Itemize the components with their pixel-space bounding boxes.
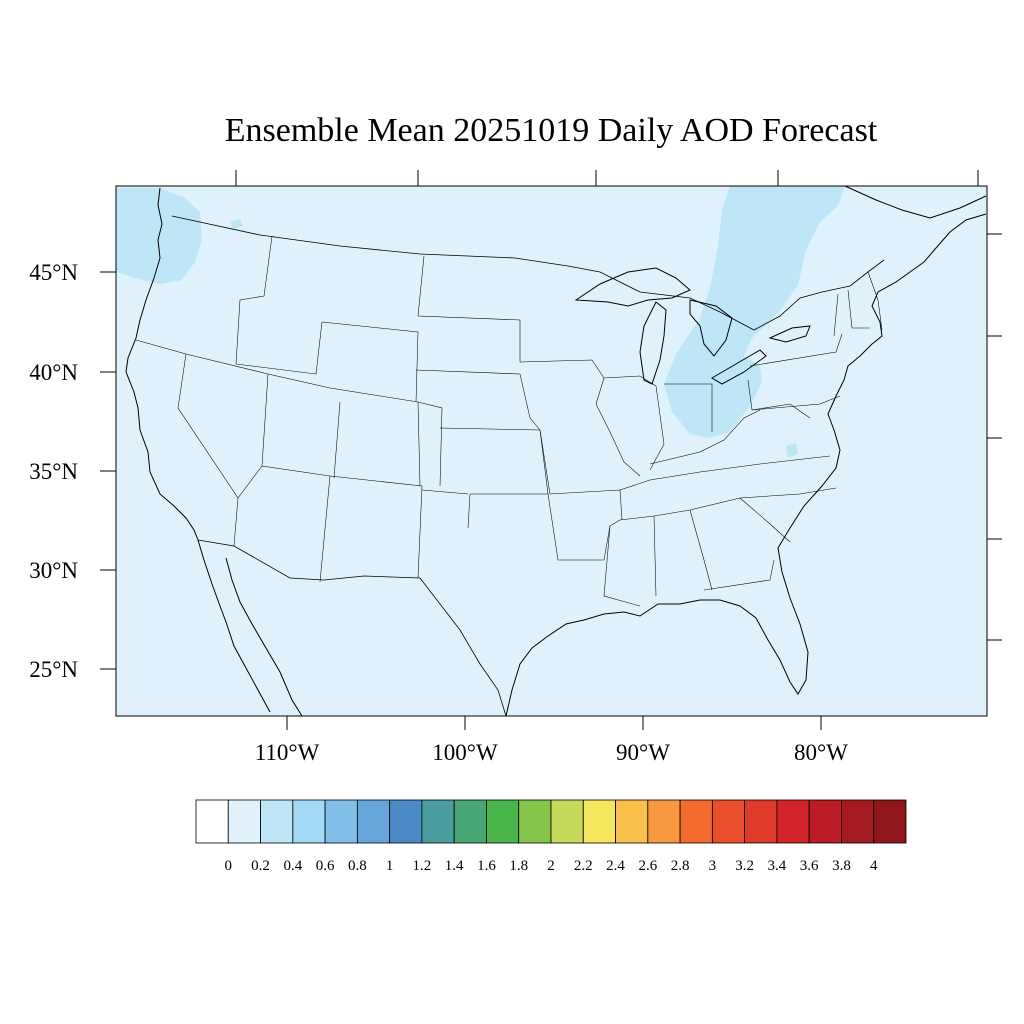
colorbar-tick-label: 3 [709, 858, 717, 874]
lake-michigan [639, 301, 667, 385]
colorbar-labels: 0 0.2 0.4 0.6 0.8 1 1.2 1.4 1.6 1.8 2 2.2 2.4 2.6 2.8 3… [225, 858, 878, 874]
figure-title: Ensemble Mean 20251019 Daily AOD Forecas… [225, 112, 878, 149]
colorbar-swatch [486, 799, 520, 844]
colorbar-tick-label: 0.6 [316, 858, 335, 874]
colorbar-swatch [711, 799, 746, 844]
colorbar-swatch [679, 799, 713, 844]
lon-label: 80°W [794, 740, 848, 765]
colorbar-tick-label: 0.2 [251, 858, 270, 874]
colorbar-swatch [744, 799, 778, 844]
colorbar-swatch [776, 799, 810, 844]
colorbar-tick-label: 0 [225, 858, 233, 874]
longitude-labels: 110°W 100°W 90°W 80°W [255, 740, 849, 765]
colorbar-swatch [260, 799, 294, 844]
border-us-canada [171, 215, 885, 331]
colorbar-swatch [453, 799, 487, 844]
aod-patch-virginia [786, 443, 798, 458]
colorbar-swatch [518, 799, 552, 844]
colorbar-swatch [808, 799, 842, 844]
colorbar-swatch [195, 799, 229, 844]
coastline-west [125, 187, 199, 541]
lat-label: 45°N [29, 260, 78, 285]
state-boundaries [135, 235, 883, 607]
colorbar-swatch [292, 799, 326, 844]
map-panel [100, 170, 1002, 730]
lat-label: 30°N [29, 558, 78, 583]
colorbar-tick-label: 3.8 [832, 858, 851, 874]
lat-label: 40°N [29, 360, 78, 385]
map-ticks [100, 170, 1002, 730]
lon-label: 110°W [255, 740, 320, 765]
colorbar-swatch [550, 799, 584, 844]
coastline-baja-east [225, 557, 303, 717]
colorbar-tick-label: 1.4 [445, 858, 464, 874]
colorbar-swatch [227, 799, 261, 844]
lat-label: 25°N [29, 657, 78, 682]
border-us-mexico [197, 539, 507, 717]
colorbar-tick-label: 2.8 [671, 858, 690, 874]
colorbar-swatch [421, 799, 455, 844]
map-background [116, 186, 987, 716]
coastline-baja [197, 539, 271, 713]
latitude-labels: 45°N 40°N 35°N 30°N 25°N [29, 260, 78, 682]
colorbar-swatch [389, 799, 423, 844]
lake-ontario [768, 325, 811, 343]
colorbar-tick-label: 3.4 [768, 858, 787, 874]
colorbar-swatch [324, 799, 358, 844]
colorbar-swatch [356, 799, 391, 844]
colorbar-swatch [841, 799, 875, 844]
colorbar-tick-label: 3.6 [800, 858, 819, 874]
lake-erie [711, 349, 767, 385]
lake-huron [689, 299, 733, 357]
colorbar-tick-label: 1.2 [413, 858, 432, 874]
colorbar-tick-label: 2.6 [638, 858, 657, 874]
lake-superior [574, 267, 691, 307]
colorbar [195, 799, 907, 844]
colorbar-tick-label: 1.6 [477, 858, 496, 874]
colorbar-tick-label: 0.4 [283, 858, 302, 874]
coastline-canada-east [844, 185, 987, 219]
colorbar-swatch [615, 799, 649, 844]
colorbar-tick-label: 2.2 [574, 858, 593, 874]
aod-patch-oregon [230, 219, 243, 229]
colorbar-swatch [873, 799, 907, 844]
colorbar-tick-label: 3.2 [735, 858, 754, 874]
colorbar-tick-label: 2 [547, 858, 555, 874]
colorbar-tick-label: 0.8 [348, 858, 367, 874]
map-frame [115, 185, 988, 717]
colorbar-swatch [647, 799, 681, 844]
lat-label: 35°N [29, 459, 78, 484]
lon-label: 90°W [616, 740, 670, 765]
lon-label: 100°W [432, 740, 498, 765]
coastline-gulf [505, 213, 987, 717]
colorbar-tick-label: 4 [870, 858, 878, 874]
colorbar-swatch [582, 799, 616, 844]
aod-plume-great-lakes [664, 186, 845, 438]
colorbar-tick-label: 1.8 [509, 858, 528, 874]
colorbar-tick-label: 1 [386, 858, 394, 874]
colorbar-tick-label: 2.4 [606, 858, 625, 874]
